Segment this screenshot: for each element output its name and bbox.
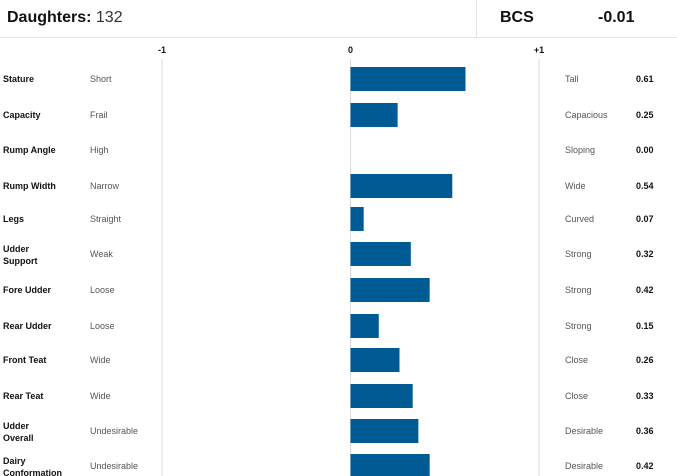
trait-high-label: Close [565,391,588,401]
trait-high-label: Wide [565,181,586,191]
trait-low-label: Narrow [90,181,120,191]
trait-row-fore-udder: Fore Udder Loose Strong 0.42 [3,278,654,302]
trait-low-label: Weak [90,249,113,259]
bar-rear-udder [350,314,379,338]
trait-high-label: Strong [565,285,592,295]
trait-low-label: Loose [90,285,115,295]
trait-value-label: 0.15 [636,321,654,331]
trait-name: Fore Udder [3,285,52,295]
trait-name: Front Teat [3,355,46,365]
header-divider [476,0,477,37]
trait-value-label: 0.42 [636,285,654,295]
trait-name: Udder Support [3,244,38,266]
trait-name: Stature [3,74,34,84]
bar-legs [350,207,364,231]
trait-row-rump-angle: Rump Angle High Sloping 0.00 [3,145,654,155]
bcs-label: BCS [500,9,534,26]
trait-low-label: Straight [90,214,122,224]
trait-high-label: Curved [565,214,594,224]
tick-label: -1 [158,45,166,55]
trait-high-label: Tall [565,74,579,84]
trait-row-rear-udder: Rear Udder Loose Strong 0.15 [3,314,654,338]
trait-row-stature: Stature Short Tall 0.61 [3,67,654,91]
trait-high-label: Strong [565,321,592,331]
trait-name: Rump Angle [3,145,56,155]
bar-front-teat [350,348,400,372]
bar-udder-support [350,242,411,266]
trait-low-label: Wide [90,355,111,365]
trait-low-label: High [90,145,109,155]
trait-value-label: 0.00 [636,145,654,155]
tick-label: +1 [534,45,544,55]
trait-value-label: 0.26 [636,355,654,365]
tick-label: 0 [348,45,353,55]
trait-value-label: 0.07 [636,214,654,224]
trait-name: Dairy Conformation [3,456,62,476]
daughters-count: Daughters: 132 [7,9,123,27]
trait-row-dairy-conformation: Dairy Conformation Undesirable Desirable 0.4… [3,454,654,476]
trait-low-label: Undesirable [90,461,138,471]
bar-rear-teat [350,384,413,408]
daughters-label: Daughters: [7,9,92,26]
trait-low-label: Wide [90,391,111,401]
bar-fore-udder [350,278,430,302]
trait-row-rump-width: Rump Width Narrow Wide 0.54 [3,174,654,198]
bar-stature [350,67,466,91]
trait-high-label: Close [565,355,588,365]
trait-value-label: 0.36 [636,426,654,436]
tick-labels: -1 0 +1 [158,45,544,55]
trait-name: Rump Width [3,181,56,191]
trait-low-label: Undesirable [90,426,138,436]
trait-name: Capacity [3,110,41,120]
trait-row-legs: Legs Straight Curved 0.07 [3,207,654,231]
trait-low-label: Loose [90,321,115,331]
trait-rows: Stature Short Tall 0.61 Capacity Frail Capacio… [3,67,654,476]
trait-low-label: Frail [90,110,108,120]
trait-value-label: 0.25 [636,110,654,120]
bar-capacity [350,103,398,127]
trait-high-label: Desirable [565,461,603,471]
trait-row-front-teat: Front Teat Wide Close 0.26 [3,348,654,372]
trait-value-label: 0.54 [636,181,654,191]
trait-value-label: 0.32 [636,249,654,259]
trait-name: Legs [3,214,24,224]
trait-row-udder-support: Udder Support Weak Strong 0.32 [3,242,654,266]
summary-header: Daughters: 132 BCS -0.01 [0,0,677,38]
trait-value-label: 0.33 [636,391,654,401]
trait-row-udder-overall: Udder Overall Undesirable Desirable 0.36 [3,419,654,443]
trait-high-label: Sloping [565,145,595,155]
trait-name: Rear Teat [3,391,43,401]
trait-value-label: 0.42 [636,461,654,471]
bcs-value: -0.01 [598,9,635,26]
trait-low-label: Short [90,74,112,84]
bar-rump-width [350,174,453,198]
trait-high-label: Desirable [565,426,603,436]
trait-name: Rear Udder [3,321,52,331]
trait-value-label: 0.61 [636,74,654,84]
trait-high-label: Strong [565,249,592,259]
bar-dairy-conformation [350,454,430,476]
bar-udder-overall [350,419,419,443]
trait-high-label: Capacious [565,110,608,120]
trait-name: Udder Overall [3,421,34,443]
trait-row-capacity: Capacity Frail Capacious 0.25 [3,103,654,127]
daughters-value: 132 [95,9,123,26]
trait-row-rear-teat: Rear Teat Wide Close 0.33 [3,384,654,408]
